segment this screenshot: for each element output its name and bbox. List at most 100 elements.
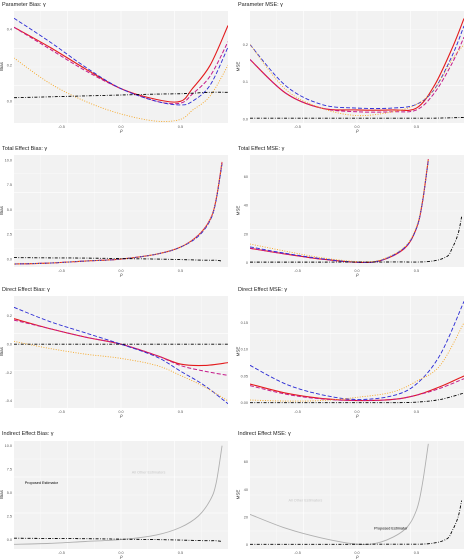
x-axis-label: ρ: [120, 272, 123, 277]
chart-title: Indirect Effect MSE: γ: [238, 431, 291, 437]
series-group: [250, 18, 464, 119]
y-tick-label: 20: [244, 232, 248, 236]
y-tick-label: 7.5: [7, 467, 12, 471]
chart-panel: -0.5 0.0 0.5 0.0 0.2 0.4: [7, 11, 228, 129]
y-axis-label: Bias: [0, 347, 4, 356]
series-line-dashed-blue: [250, 160, 429, 263]
chart-panel: -0.5 0.0 0.5 0.0 2.5 5.0 7.5 10.0: [5, 155, 228, 273]
series-line-dotdash-black: [14, 537, 223, 542]
y-tick-label: 0.0: [7, 343, 12, 347]
x-tick-label: 0.5: [414, 269, 419, 273]
series-group: [14, 306, 228, 405]
chart-title: Indirect Effect Bias: γ: [2, 431, 54, 437]
chart-title: Total Effect Bias: γ: [2, 146, 48, 152]
series-line-dashed-blue: [14, 17, 228, 106]
y-tick-label: 5.0: [7, 491, 12, 495]
y-tick-label: 2.5: [7, 514, 12, 518]
series-group: [14, 161, 223, 265]
chart-panel: -0.5 0.0 0.5 0 20 40 60: [244, 155, 464, 273]
x-tick-label: -0.5: [58, 269, 65, 273]
series-group: [250, 443, 463, 545]
x-tick-label: 0.5: [414, 125, 419, 129]
annotation-label: All Other Estimators: [132, 470, 166, 474]
x-tick-label: 0.0: [118, 551, 123, 555]
series-line-solid-gray: [14, 445, 223, 545]
x-tick-label: 0.0: [354, 269, 359, 273]
annotation-label: Proposed Estimator: [374, 527, 408, 531]
x-axis-label: ρ: [120, 128, 123, 133]
y-tick-label: 0.1: [243, 80, 248, 84]
y-tick-label: 20: [244, 515, 248, 519]
y-tick-label: 40: [244, 488, 248, 492]
x-tick-label: -0.5: [58, 410, 65, 414]
y-axis-label: MSE: [235, 61, 241, 72]
series-line-dotted-orange: [250, 322, 464, 402]
x-axis-label: ρ: [356, 272, 359, 277]
series-group: [14, 17, 228, 122]
series-line-dotdash-black: [14, 257, 223, 262]
y-tick-label: -0.4: [5, 399, 12, 403]
chart-panel: -0.5 0.0 0.5 -0.4 -0.2 0.0 0.2: [5, 296, 228, 414]
x-tick-label: 0.0: [354, 410, 359, 414]
x-tick-label: 0.0: [118, 410, 123, 414]
series-line-dotted-orange: [14, 57, 228, 122]
y-tick-label: 0.15: [241, 321, 248, 325]
x-tick-label: -0.5: [58, 125, 65, 129]
x-tick-label: 0.0: [354, 125, 359, 129]
y-tick-label: 10.0: [5, 444, 12, 448]
y-tick-label: 40: [244, 204, 248, 208]
x-tick-label: 0.5: [178, 551, 183, 555]
x-tick-label: -0.5: [294, 269, 301, 273]
x-tick-label: 0.5: [178, 410, 183, 414]
series-group: [14, 445, 223, 545]
chart-panel: -0.5 0.0 0.5 0 20 40 60 All Other Estimators Pro…: [244, 441, 464, 555]
series-line-dotted-orange: [250, 159, 429, 263]
y-tick-label: 0.2: [243, 43, 248, 47]
series-line-dashed-magenta: [250, 378, 464, 402]
x-tick-label: 0.0: [118, 125, 123, 129]
x-tick-label: -0.5: [294, 125, 301, 129]
y-tick-label: 0.2: [7, 63, 12, 67]
chart-title: Direct Effect MSE: γ: [238, 287, 288, 293]
series-line-solid-red: [14, 25, 228, 103]
y-tick-label: 0: [246, 261, 248, 265]
y-axis-label: MSE: [235, 205, 241, 216]
x-axis-label: ρ: [356, 413, 359, 418]
chart-title: Total Effect MSE: γ: [238, 146, 285, 152]
y-tick-label: 0.2: [7, 314, 12, 318]
y-tick-label: 60: [244, 460, 248, 464]
y-axis-label: Bias: [0, 490, 4, 499]
y-tick-label: 60: [244, 175, 248, 179]
series-group: [250, 159, 463, 263]
series-group: [250, 301, 464, 404]
annotation-label: All Other Estimators: [289, 498, 323, 502]
series-line-dotdash-black: [14, 91, 228, 99]
y-tick-label: 0.4: [7, 27, 12, 31]
series-line-dashed-blue: [250, 25, 464, 109]
x-tick-label: -0.5: [294, 551, 301, 555]
y-tick-label: 0.00: [241, 401, 248, 405]
y-tick-label: 0.0: [7, 257, 12, 261]
series-line-dotdash-black: [250, 116, 464, 119]
chart-title: Parameter Bias: γ: [2, 2, 46, 8]
y-axis-label: Bias: [0, 62, 4, 71]
x-tick-label: 0.0: [118, 269, 123, 273]
x-tick-label: 0.5: [178, 269, 183, 273]
annotation-label: Proposed Estimator: [25, 481, 59, 485]
y-tick-label: 0.10: [241, 348, 248, 352]
y-tick-label: 0.0: [7, 538, 12, 542]
series-line-solid-gray: [250, 443, 429, 545]
y-tick-label: 0: [246, 543, 248, 547]
chart-panel: -0.5 0.0 0.5 0.00 0.05 0.10 0.15: [241, 296, 464, 414]
y-tick-label: 5.0: [7, 208, 12, 212]
series-line-dashed-magenta: [14, 319, 228, 376]
series-line-dotdash-black: [250, 500, 463, 545]
chart-title: Parameter MSE: γ: [238, 2, 283, 8]
series-line-dashed-blue: [14, 306, 228, 405]
y-tick-label: 0.0: [243, 118, 248, 122]
y-tick-label: 2.5: [7, 233, 12, 237]
chart-panel: -0.5 0.0 0.5 0.0 0.1 0.2: [243, 11, 464, 129]
series-line-dotdash-black: [250, 392, 464, 404]
x-tick-label: 0.0: [354, 551, 359, 555]
y-tick-label: 0.0: [7, 100, 12, 104]
